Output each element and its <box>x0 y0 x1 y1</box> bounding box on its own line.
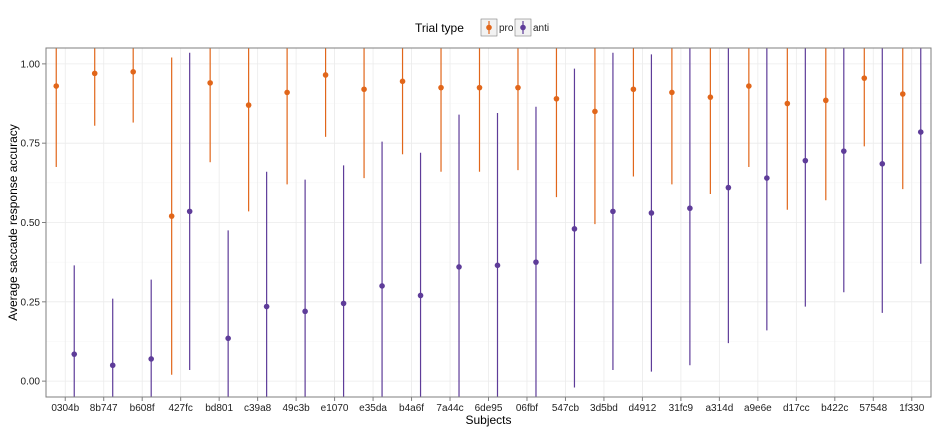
series-anti <box>71 48 924 397</box>
x-tick-label: d4912 <box>629 403 657 414</box>
point-anti <box>71 351 78 357</box>
point-anti <box>302 308 308 315</box>
point-anti <box>571 226 578 232</box>
legend: Trial type pro anti <box>415 18 549 37</box>
x-tick-label: a314d <box>705 403 733 414</box>
y-axis-ticks: 0.00 0.25 0.50 0.75 1.00 <box>21 59 46 388</box>
data-marks <box>53 48 924 397</box>
point-anti <box>610 208 616 215</box>
x-tick-label: 6de95 <box>475 403 503 414</box>
x-tick-label: a9e6e <box>744 403 772 414</box>
point-anti <box>379 283 385 289</box>
x-tick-label: 427fc <box>168 403 192 414</box>
x-tick-label: c39a8 <box>244 403 272 414</box>
point-anti <box>917 129 924 135</box>
series-pro <box>53 48 906 375</box>
x-tick-label: b608f <box>130 403 155 414</box>
y-tick-label: 1.00 <box>21 59 41 70</box>
point-pro <box>669 89 675 96</box>
x-tick-label: 1f330 <box>899 403 924 414</box>
x-tick-label: 3d5bd <box>590 403 618 414</box>
y-tick-label: 0.25 <box>21 297 41 308</box>
legend-key-point-pro <box>486 24 492 31</box>
point-anti <box>263 303 270 310</box>
point-anti <box>648 210 655 216</box>
x-tick-label: d17cc <box>783 403 810 414</box>
point-anti <box>456 264 462 270</box>
x-tick-label: 547cb <box>552 403 580 414</box>
point-pro <box>823 97 829 104</box>
point-pro <box>207 80 213 86</box>
point-pro <box>361 86 367 93</box>
point-pro <box>399 78 406 85</box>
x-axis-ticks: 0304b 8b747 b608f 427fc bd801 c39a8 49c3b e1070… <box>51 397 925 414</box>
point-pro <box>53 83 60 89</box>
point-pro <box>438 84 444 91</box>
legend-title: Trial type <box>415 21 464 35</box>
point-pro <box>861 75 868 81</box>
x-tick-label: 49c3b <box>282 403 310 414</box>
point-anti <box>494 262 501 269</box>
point-anti <box>340 300 347 307</box>
point-pro <box>707 94 714 100</box>
x-tick-label: e1070 <box>321 403 349 414</box>
x-tick-label: 7a44c <box>436 403 463 414</box>
legend-label-anti: anti <box>533 23 549 34</box>
point-anti <box>417 292 424 299</box>
point-anti <box>841 148 847 154</box>
point-pro <box>899 91 906 97</box>
point-pro <box>630 86 637 93</box>
grid-lines <box>46 48 931 397</box>
x-tick-label: 06fbf <box>516 403 538 414</box>
point-pro <box>245 102 252 108</box>
x-tick-label: b422c <box>821 403 848 414</box>
point-pro <box>284 89 290 96</box>
x-tick-label: 8b747 <box>90 403 118 414</box>
y-tick-label: 0.75 <box>21 139 41 150</box>
point-pro <box>784 100 791 107</box>
point-anti <box>725 184 732 191</box>
point-anti <box>225 335 231 342</box>
point-pro <box>592 108 598 115</box>
point-anti <box>186 208 193 215</box>
x-tick-label: 57548 <box>859 403 887 414</box>
point-anti <box>533 259 539 265</box>
point-pro <box>91 70 98 77</box>
point-pro <box>168 213 175 219</box>
legend-key-point-anti <box>520 24 526 31</box>
x-tick-label: 0304b <box>51 403 79 414</box>
y-tick-label: 0.00 <box>21 377 41 388</box>
point-anti <box>879 161 886 167</box>
x-tick-label: bd801 <box>205 403 233 414</box>
x-tick-label: 31fc9 <box>669 403 694 414</box>
y-tick-label: 0.50 <box>21 218 41 229</box>
point-anti <box>687 205 693 212</box>
point-pro <box>515 84 521 91</box>
point-pro <box>130 68 136 75</box>
x-tick-label: e35da <box>359 403 387 414</box>
point-anti <box>802 157 809 164</box>
x-axis-title: Subjects <box>465 413 511 427</box>
point-anti <box>764 175 770 181</box>
legend-label-pro: pro <box>499 23 514 34</box>
point-anti <box>148 356 154 362</box>
y-axis-title: Average saccade response accuracy <box>6 124 20 321</box>
point-pro <box>476 84 483 91</box>
x-tick-label: b4a6f <box>399 403 424 414</box>
point-pro <box>553 95 560 102</box>
point-pro <box>746 83 752 89</box>
point-pro <box>322 72 329 78</box>
point-anti <box>109 362 116 369</box>
